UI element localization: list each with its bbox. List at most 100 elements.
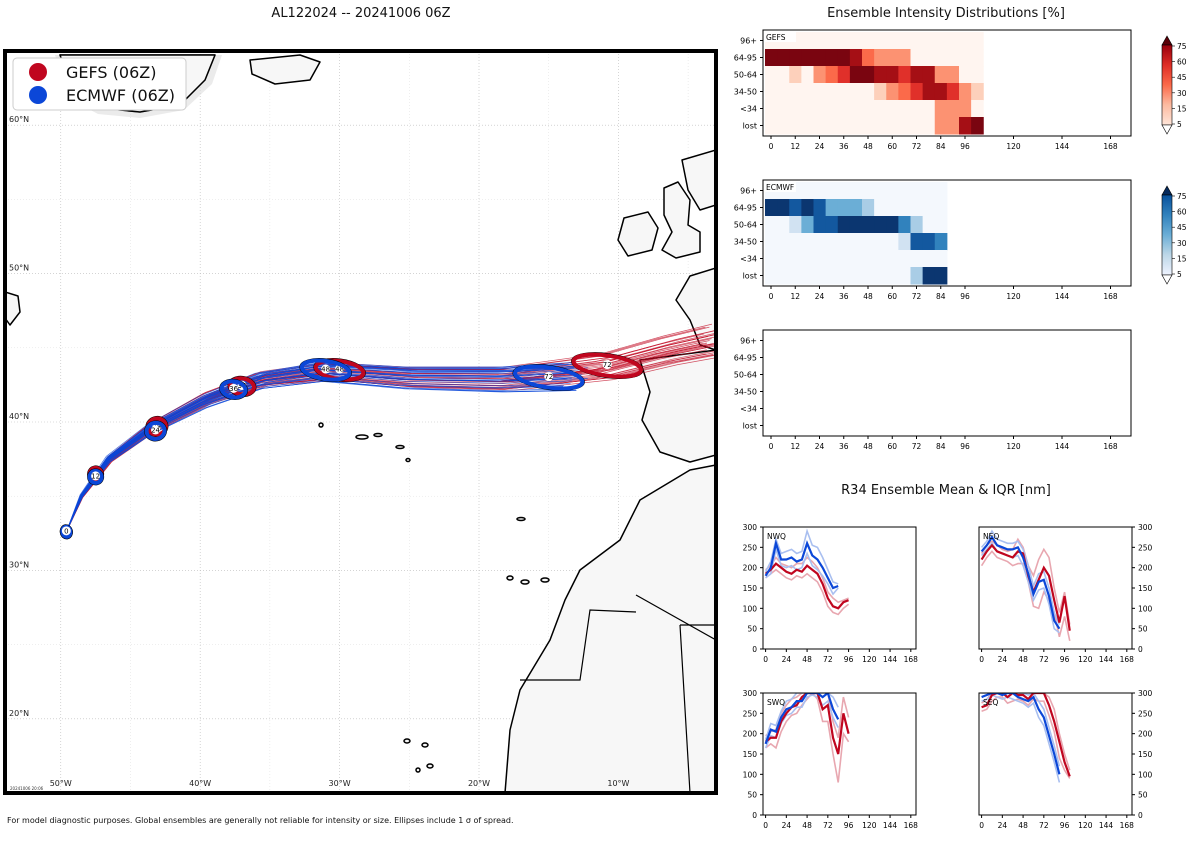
heatmap-xtick-label: 84 (936, 292, 946, 301)
island-azores-2 (355, 434, 369, 440)
hour-label-bg (151, 425, 161, 435)
heatmap-cell (777, 83, 790, 101)
heatmap-row-label: 96+ (740, 37, 757, 46)
ecmwf-hour-label: 0 (64, 527, 68, 535)
lon-label: 40°W (189, 779, 211, 788)
ecmwf-mean-line (980, 535, 1061, 630)
heatmap-cell (801, 49, 814, 67)
heatmap-cell (874, 117, 887, 135)
r34-quadrant-label: SEQ (983, 698, 998, 707)
longitude-labels: 50°W 40°W 30°W 20°W 10°W (50, 779, 630, 788)
colorbar (1161, 194, 1173, 276)
heatmap-cell (874, 182, 887, 200)
r34-ytick-label: 150 (743, 750, 758, 759)
heatmap-cell (777, 250, 790, 268)
r34-quadrant-label: SWQ (767, 698, 785, 707)
ecmwf-iqr-lower-line (981, 694, 1061, 783)
heatmap-cell (837, 117, 851, 135)
heatmap-cell (777, 117, 790, 135)
heatmap-cell (789, 267, 802, 285)
r34-xtick-label: 120 (1078, 821, 1093, 830)
heatmap-xtick-label: 168 (1103, 292, 1118, 301)
heatmap-xtick-label: 0 (769, 442, 774, 451)
heatmap-cell (910, 182, 924, 200)
heatmap-cell (862, 83, 875, 101)
legend-gefs-label: GEFS (06Z) (66, 63, 156, 82)
heatmap-row-label: 50-64 (734, 71, 757, 80)
island-canary-2 (520, 579, 530, 585)
heatmap-cell (886, 267, 899, 285)
heatmap-xtick-label: 144 (1055, 142, 1070, 151)
heatmap-cell (801, 100, 814, 118)
heatmap-xtick-label: 144 (1055, 442, 1070, 451)
hour-label-bg (91, 471, 101, 481)
heatmap-cell (886, 182, 899, 200)
heatmap-cell (825, 267, 839, 285)
heatmap-row-label: lost (743, 122, 757, 131)
heatmap-cell (765, 66, 778, 84)
r34-ytick-label: 200 (743, 564, 758, 573)
border-morocco-algeria (635, 594, 716, 641)
gefs-hour-label: 72 (603, 361, 612, 369)
heatmap-cell (898, 32, 911, 50)
heatmap-cell (801, 267, 814, 285)
colorbar-label: 30 (1177, 89, 1187, 98)
island-azores-5 (405, 457, 411, 463)
r34-xtick-label: 0 (763, 821, 768, 830)
legend-ecmwf-marker (29, 86, 47, 104)
colorbar-label: 45 (1177, 73, 1187, 82)
heatmap-xtick-label: 12 (790, 292, 800, 301)
gefs-spread-ellipse (571, 352, 643, 379)
heatmap-xtick-label: 96 (960, 292, 970, 301)
heatmap-xtick-label: 96 (960, 442, 970, 451)
heatmap-row-label: lost (743, 272, 757, 281)
heatmap-cell (789, 66, 802, 84)
heatmap-cell (813, 100, 827, 118)
heatmap-cell (934, 199, 948, 217)
r34-ytick-label: 50 (747, 625, 757, 634)
heatmap-xtick-label: 36 (839, 142, 849, 151)
heatmap-cell (825, 32, 839, 50)
heatmap-cell (765, 117, 778, 135)
lon-label: 10°W (607, 779, 629, 788)
r34-xtick-label: 144 (883, 655, 898, 664)
ecmwf-spread-ellipse (513, 364, 585, 391)
heatmap-cell (922, 199, 936, 217)
heatmap-cell (898, 117, 911, 135)
heatmap-cell (765, 216, 778, 234)
r34-xtick-label: 24 (998, 821, 1008, 830)
heatmap-cell (849, 66, 863, 84)
heatmap-cell (934, 250, 948, 268)
heatmap-cell (886, 49, 899, 67)
land-ireland (617, 211, 659, 257)
heatmap-cell (789, 199, 802, 217)
heatmap-panel-gefs: GEFS 96+ 64-95 50-64 34-50 <34 lost 0 12 24 36 48 60… (734, 29, 1187, 151)
lat-label: 30°N (9, 560, 29, 569)
gefs-mean-line (764, 693, 850, 755)
heatmap-cell (874, 216, 887, 234)
heatmap-row-label: 96+ (740, 187, 757, 196)
r34-xtick-label: 24 (782, 655, 792, 664)
heatmap-cell (886, 66, 899, 84)
heatmap-cell (837, 216, 851, 234)
r34-quadrant-label: NEQ (983, 532, 999, 541)
heatmap-cell (837, 267, 851, 285)
heatmap-cell (813, 182, 827, 200)
heatmap-cell (946, 49, 960, 67)
lat-label: 50°N (9, 264, 29, 273)
latitude-labels: 60°N 50°N 40°N 30°N 20°N (9, 115, 29, 718)
lon-label: 50°W (50, 779, 72, 788)
land-newfoundland (5, 291, 21, 326)
heatmap-cell (813, 49, 827, 67)
heatmap-cell (837, 32, 851, 50)
heatmap-cell (862, 32, 875, 50)
ecmwf-mean-line (981, 693, 1061, 775)
heatmap-xtick-label: 24 (815, 292, 825, 301)
heatmap-row-label: 96+ (740, 337, 757, 346)
r34-ytick-label: 300 (743, 689, 758, 698)
r34-quadrant-label: NWQ (767, 532, 786, 541)
island-cape-verde-3 (426, 763, 434, 769)
heatmap-frame (762, 179, 1132, 287)
